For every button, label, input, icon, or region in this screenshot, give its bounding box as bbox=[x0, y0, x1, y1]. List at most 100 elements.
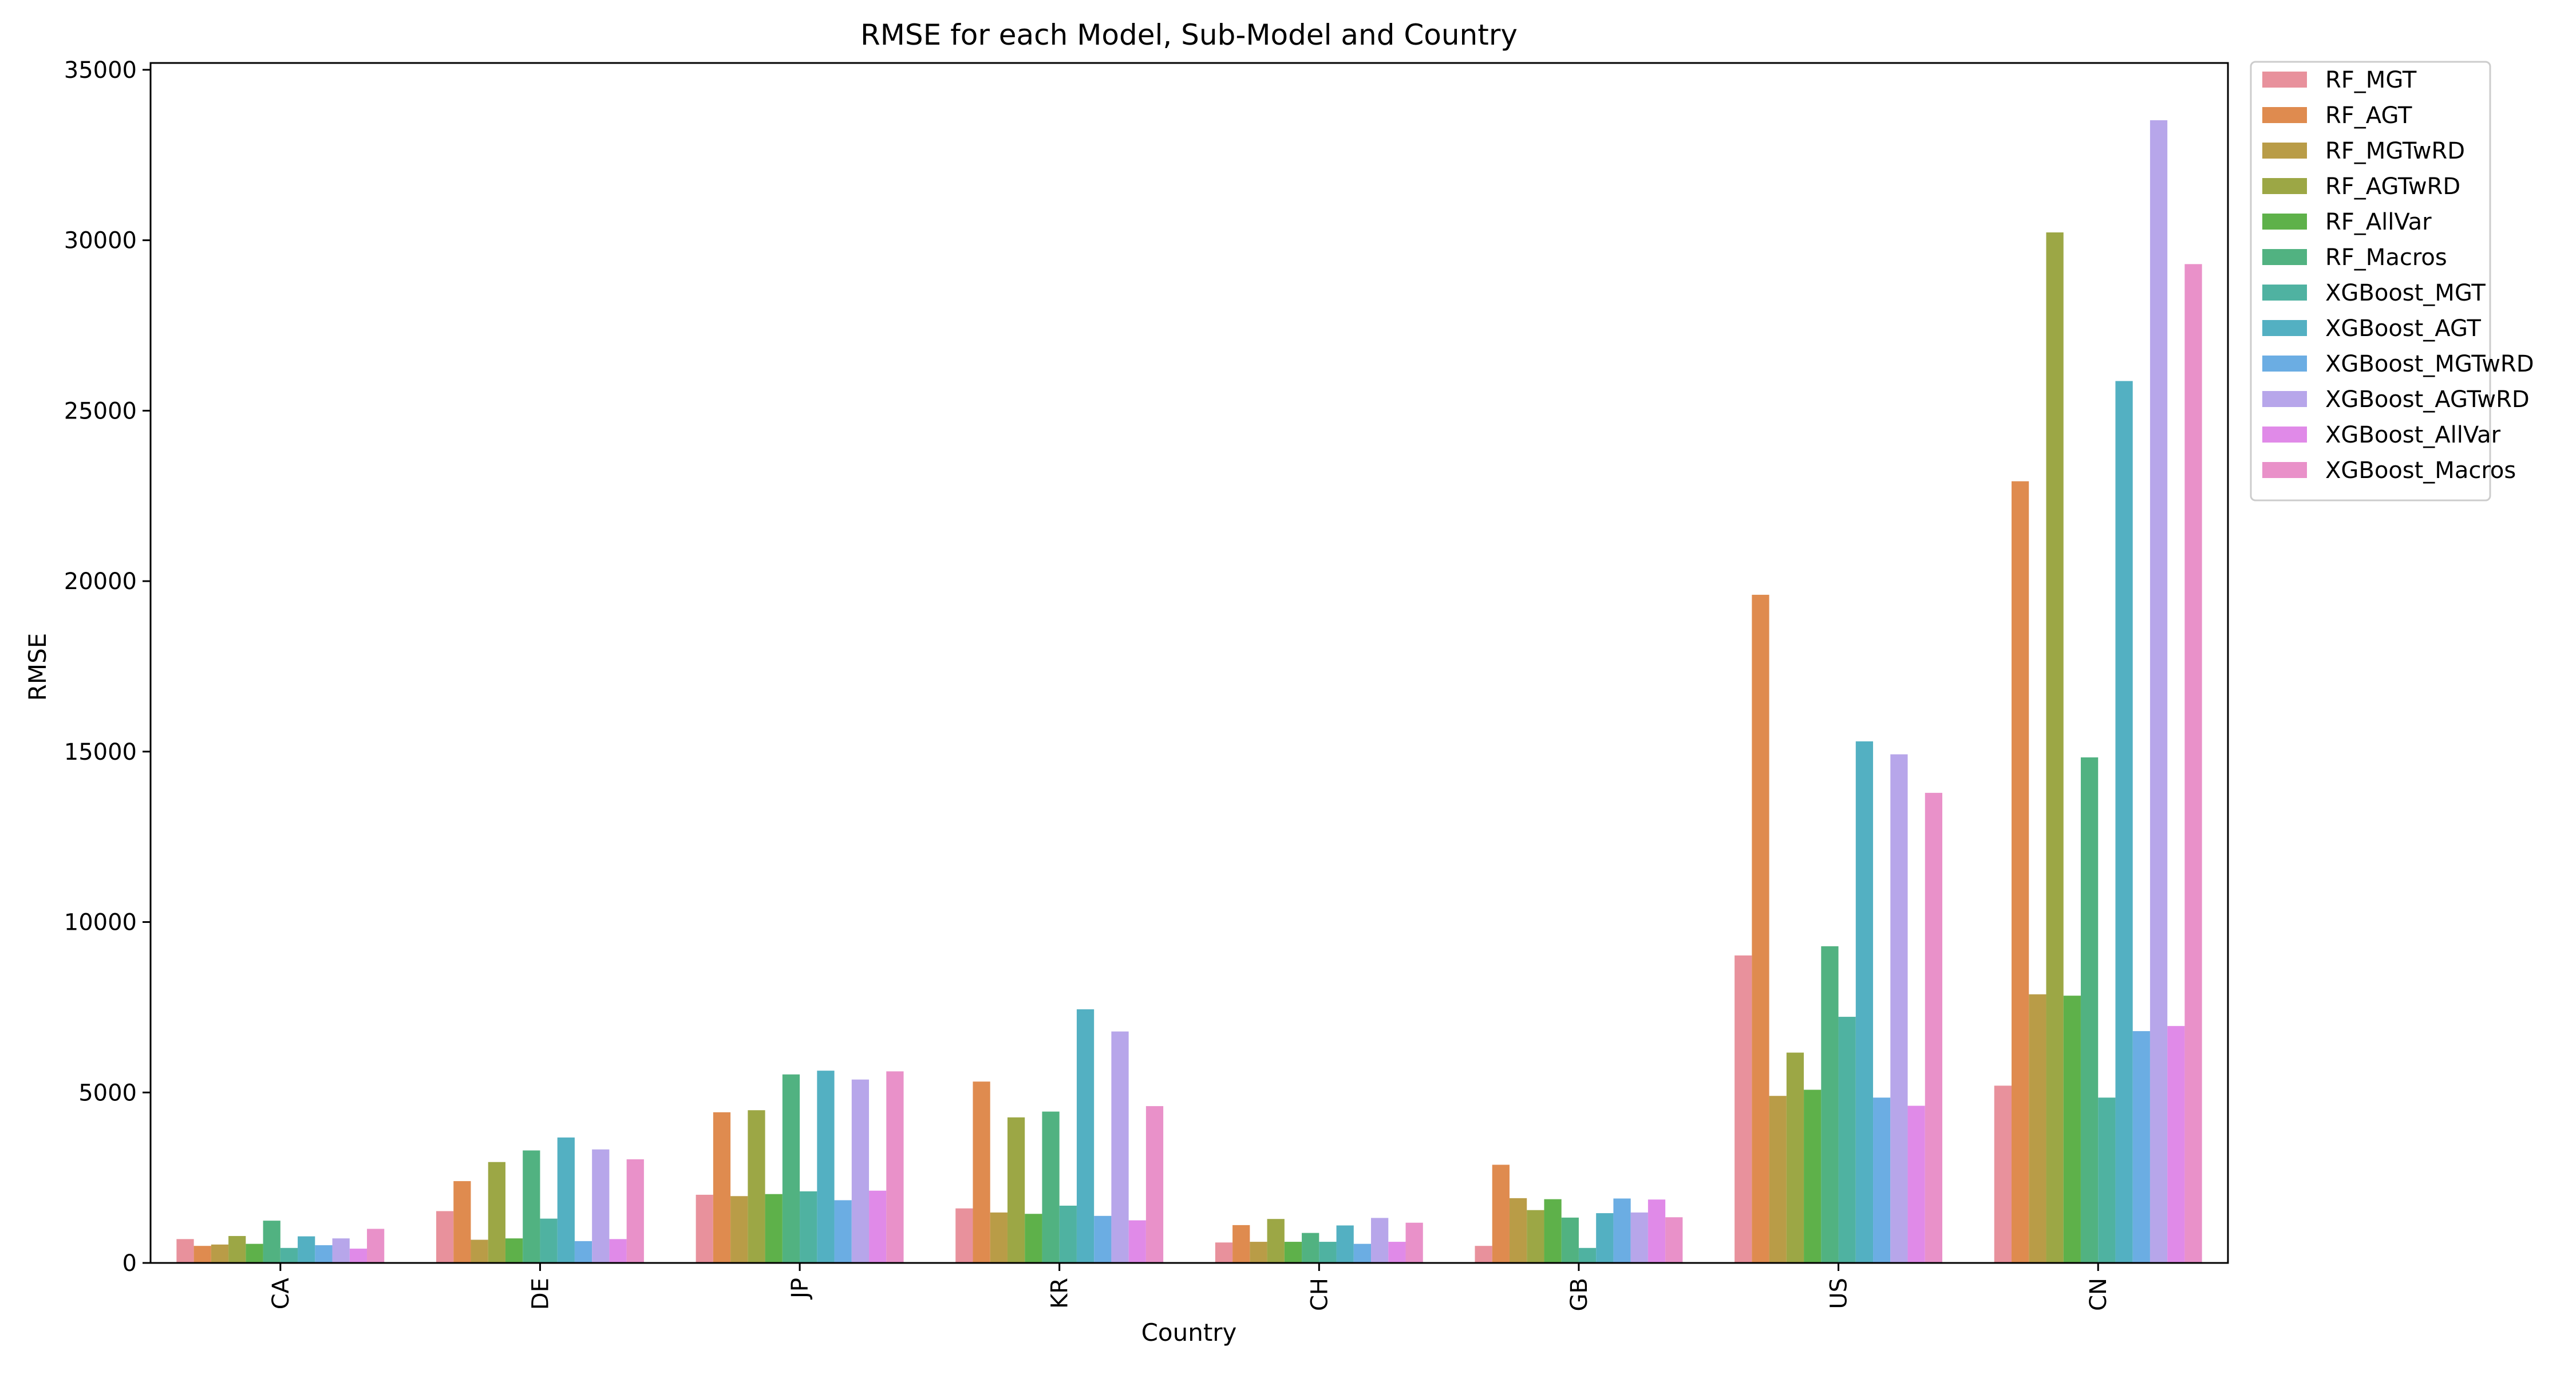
y-axis-label: RMSE bbox=[23, 633, 52, 701]
y-tick-label: 15000 bbox=[64, 739, 137, 765]
x-tick-label-kr: KR bbox=[1047, 1278, 1073, 1309]
bar-rf-mgt-ca bbox=[176, 1239, 194, 1263]
bar-xgboost-mgt-jp bbox=[800, 1191, 817, 1263]
legend-label: RF_Macros bbox=[2325, 244, 2447, 271]
bar-xgboost-agt-jp bbox=[817, 1071, 835, 1263]
bar-rf-macros-ch bbox=[1302, 1233, 1319, 1263]
bar-xgboost-agtwrd-ca bbox=[332, 1238, 350, 1263]
bar-rf-mgtwrd-gb bbox=[1509, 1198, 1527, 1263]
bar-rf-mgtwrd-kr bbox=[990, 1212, 1008, 1263]
bar-rf-macros-cn bbox=[2080, 757, 2099, 1263]
bar-xgboost-macros-ch bbox=[1405, 1222, 1423, 1263]
bar-xgboost-macros-kr bbox=[1145, 1106, 1164, 1263]
bar-rf-mgt-de bbox=[436, 1211, 454, 1263]
bar-rf-mgt-cn bbox=[1994, 1085, 2012, 1263]
bar-rf-mgt-kr bbox=[955, 1208, 973, 1263]
legend-label: XGBoost_MGTwRD bbox=[2325, 351, 2534, 377]
bar-xgboost-mgt-ca bbox=[280, 1247, 298, 1263]
x-tick-label-de: DE bbox=[527, 1278, 554, 1310]
x-tick-label-jp: JP bbox=[787, 1278, 813, 1300]
legend-label: XGBoost_Macros bbox=[2325, 457, 2516, 484]
bar-rf-macros-gb bbox=[1561, 1217, 1579, 1263]
bar-rf-allvar-de bbox=[505, 1238, 523, 1263]
legend-label: RF_MGTwRD bbox=[2325, 138, 2465, 164]
x-axis-label: Country bbox=[1141, 1318, 1237, 1347]
bar-xgboost-mgt-gb bbox=[1578, 1247, 1597, 1263]
y-tick-label: 10000 bbox=[64, 910, 137, 936]
bar-xgboost-allvar-ch bbox=[1388, 1242, 1406, 1263]
bar-rf-agtwrd-de bbox=[488, 1162, 505, 1263]
bar-xgboost-agtwrd-jp bbox=[851, 1079, 870, 1263]
bar-rf-agt-us bbox=[1752, 594, 1769, 1263]
bar-rf-agt-jp bbox=[713, 1112, 731, 1263]
bar-xgboost-mgt-us bbox=[1838, 1017, 1856, 1263]
bar-rf-allvar-ch bbox=[1284, 1242, 1302, 1263]
x-tick-label-us: US bbox=[1826, 1278, 1852, 1309]
bar-rf-allvar-gb bbox=[1544, 1199, 1562, 1263]
bar-rf-agt-kr bbox=[973, 1081, 990, 1263]
bar-xgboost-agt-de bbox=[557, 1137, 575, 1263]
legend-label: XGBoost_AllVar bbox=[2325, 422, 2501, 448]
bar-rf-mgtwrd-cn bbox=[2029, 994, 2046, 1263]
bar-xgboost-mgt-ch bbox=[1319, 1242, 1337, 1263]
legend-label: RF_MGT bbox=[2325, 67, 2417, 93]
bar-rf-macros-ca bbox=[263, 1221, 280, 1263]
bar-rf-allvar-cn bbox=[2063, 996, 2081, 1263]
bar-rf-mgt-jp bbox=[696, 1194, 713, 1263]
bar-xgboost-allvar-kr bbox=[1128, 1220, 1146, 1263]
x-tick-label-ch: CH bbox=[1306, 1278, 1333, 1311]
bar-xgboost-agtwrd-cn bbox=[2150, 120, 2168, 1263]
bar-xgboost-macros-cn bbox=[2184, 264, 2202, 1264]
bar-rf-agtwrd-jp bbox=[748, 1110, 765, 1263]
bar-rf-agt-ca bbox=[193, 1246, 211, 1263]
legend-swatch bbox=[2262, 285, 2307, 301]
legend-swatch bbox=[2262, 249, 2307, 265]
bar-xgboost-mgt-kr bbox=[1059, 1205, 1077, 1263]
bar-rf-allvar-kr bbox=[1025, 1214, 1042, 1263]
legend-swatch bbox=[2262, 391, 2307, 407]
bar-xgboost-agt-cn bbox=[2115, 381, 2133, 1263]
bar-xgboost-agt-kr bbox=[1076, 1009, 1095, 1263]
bar-rf-agt-cn bbox=[2011, 481, 2029, 1263]
bar-rf-agtwrd-ch bbox=[1267, 1219, 1285, 1263]
bar-xgboost-agtwrd-ch bbox=[1371, 1218, 1389, 1263]
bar-xgboost-agt-ch bbox=[1336, 1225, 1354, 1263]
y-tick-label: 30000 bbox=[64, 228, 137, 254]
bar-rf-mgtwrd-ch bbox=[1250, 1242, 1267, 1263]
bar-xgboost-mgt-cn bbox=[2098, 1097, 2116, 1263]
legend-swatch bbox=[2262, 427, 2307, 443]
x-tick-label-cn: CN bbox=[2085, 1278, 2112, 1311]
bar-rf-allvar-us bbox=[1804, 1089, 1822, 1263]
bar-xgboost-mgtwrd-gb bbox=[1613, 1198, 1631, 1263]
bar-rf-mgt-gb bbox=[1475, 1246, 1492, 1263]
bar-xgboost-mgtwrd-ca bbox=[315, 1245, 333, 1263]
bar-xgboost-macros-ca bbox=[367, 1229, 385, 1263]
bar-xgboost-mgtwrd-jp bbox=[834, 1200, 852, 1263]
legend-label: RF_AGT bbox=[2325, 102, 2412, 129]
legend-label: RF_AllVar bbox=[2325, 209, 2432, 235]
bar-xgboost-agt-ca bbox=[298, 1236, 315, 1263]
bar-rf-mgt-ch bbox=[1215, 1242, 1233, 1263]
bar-rf-agtwrd-kr bbox=[1007, 1117, 1025, 1263]
bar-rf-agtwrd-gb bbox=[1527, 1210, 1544, 1263]
y-tick-label: 0 bbox=[123, 1250, 137, 1277]
bar-rf-mgtwrd-ca bbox=[211, 1244, 229, 1263]
bar-rf-agtwrd-ca bbox=[228, 1235, 246, 1263]
legend-swatch bbox=[2262, 107, 2307, 123]
bar-xgboost-mgtwrd-ch bbox=[1353, 1243, 1372, 1263]
legend-label: XGBoost_AGT bbox=[2325, 315, 2482, 342]
bar-xgboost-agt-gb bbox=[1596, 1213, 1614, 1263]
legend: RF_MGT RF_AGT RF_MGTwRD RF_AGTwRD RF_AllVar R… bbox=[2250, 61, 2534, 502]
bars-group bbox=[176, 120, 2202, 1264]
legend-label: XGBoost_MGT bbox=[2325, 280, 2486, 306]
bar-rf-mgt-us bbox=[1735, 955, 1752, 1263]
bar-rf-macros-us bbox=[1821, 946, 1839, 1263]
bar-xgboost-macros-jp bbox=[886, 1071, 904, 1263]
bar-xgboost-allvar-gb bbox=[1647, 1199, 1666, 1263]
bar-xgboost-macros-gb bbox=[1665, 1217, 1683, 1263]
legend-swatch bbox=[2262, 178, 2307, 194]
bar-rf-agt-ch bbox=[1232, 1225, 1250, 1263]
legend-swatch bbox=[2262, 320, 2307, 336]
bar-rf-macros-kr bbox=[1042, 1111, 1060, 1263]
